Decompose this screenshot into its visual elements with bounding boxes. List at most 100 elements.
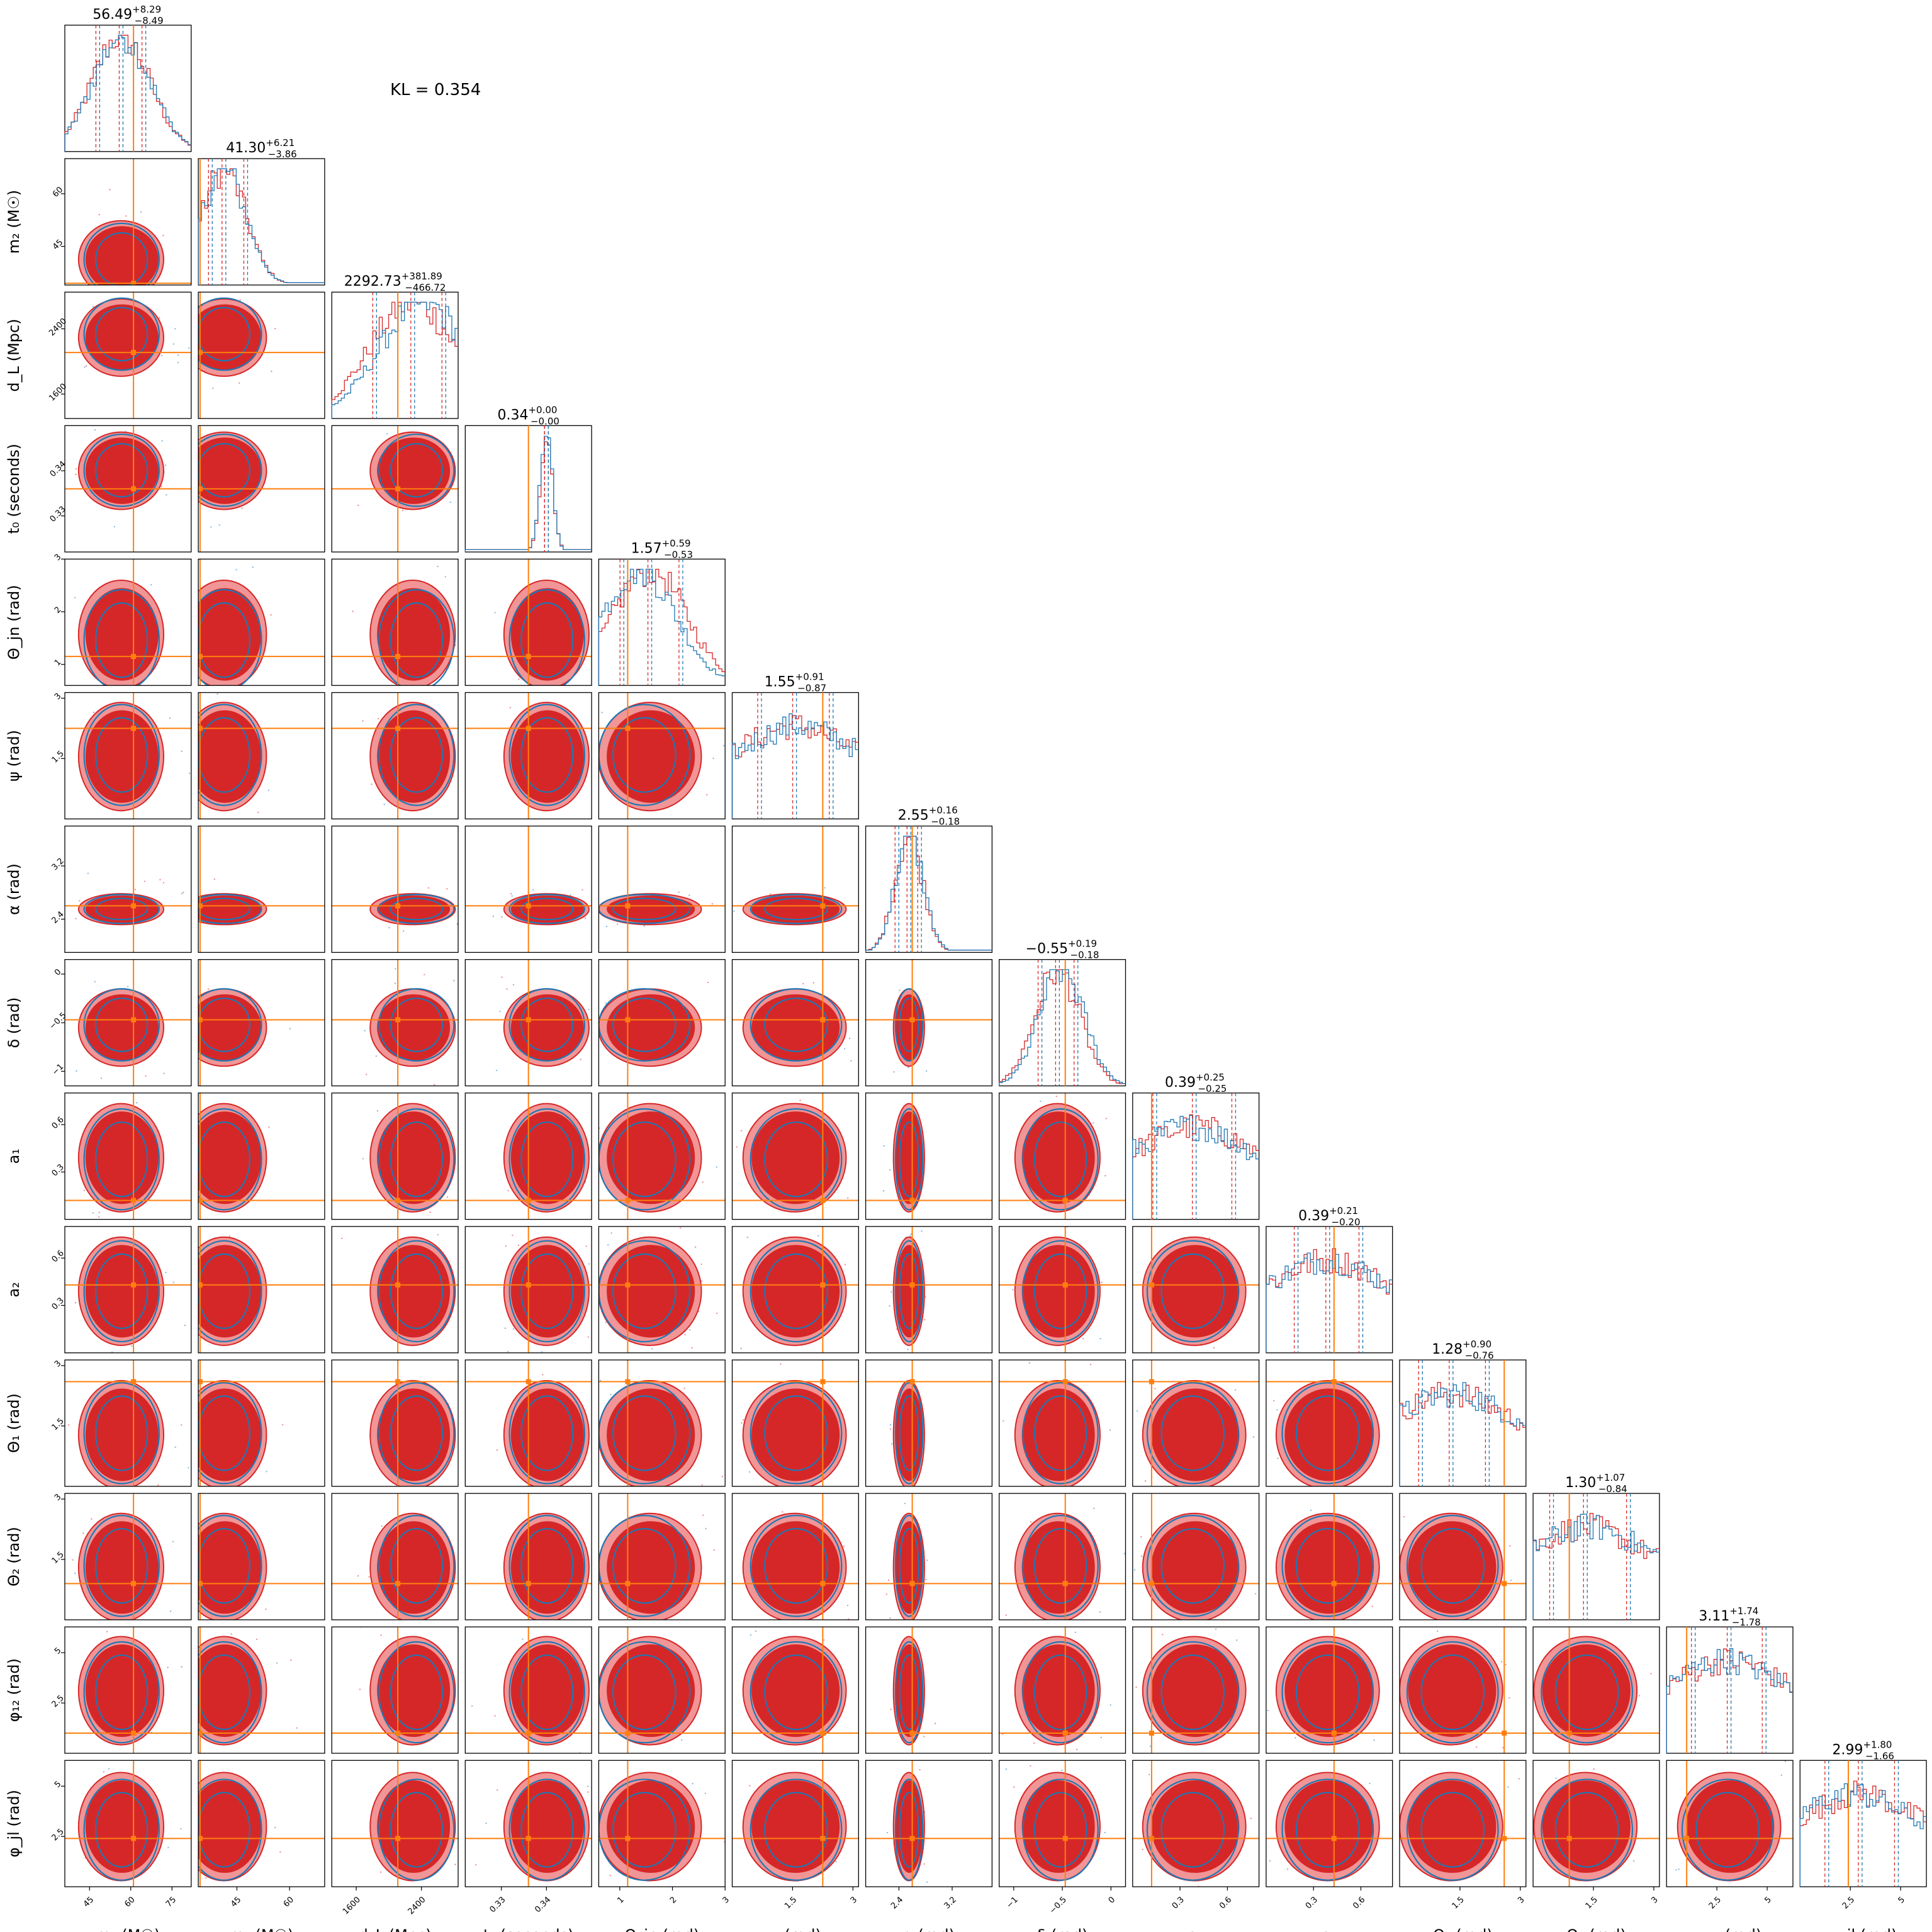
contour-blue-outer [750, 1515, 843, 1617]
panel-theta2-vs-psi [731, 1493, 859, 1620]
panel-phi12-vs-a1 [1132, 1626, 1260, 1754]
injection-marker [198, 1198, 203, 1203]
contour-blue-outer [378, 988, 455, 1062]
panel-frame [464, 1760, 592, 1887]
xlabel-theta2: Θ₂ (rad) [1566, 1926, 1626, 1932]
hist-panel-psi: 1.55+0.91 −0.87 [731, 671, 859, 819]
contour-blue-inner [95, 443, 149, 498]
hist-frame-m1 [64, 25, 192, 152]
panel-alpha-vs-t0 [464, 825, 592, 953]
contour-blue-inner [764, 1792, 828, 1868]
contour-red-inner [751, 1644, 840, 1738]
injection-marker [625, 1017, 631, 1023]
panel-phijl-vs-a2 [1266, 1760, 1393, 1887]
hist-title-theta2: 1.30+1.07 −0.84 [1565, 1472, 1627, 1495]
contour-blue-outer [198, 988, 262, 1062]
panel-alpha-vs-m2 [198, 825, 325, 953]
panel-frame [64, 1626, 192, 1754]
hist-blue-dL [331, 301, 458, 418]
contour-blue-inner [612, 1121, 677, 1198]
panel-frame [198, 425, 325, 553]
injection-marker [131, 1836, 137, 1841]
ytick-delta: −1 [50, 1062, 65, 1077]
injection-marker [909, 1282, 915, 1288]
contour-red-inner [1408, 1521, 1497, 1614]
panel-theta2-vs-delta [999, 1493, 1126, 1620]
panel-frame [331, 1226, 459, 1354]
contour-blue-inner [1295, 1654, 1360, 1731]
injection-marker [198, 1282, 203, 1288]
contour-blue-outer [1406, 1515, 1499, 1617]
contour-blue-inner [764, 997, 828, 1052]
ylabel-m2: m₂ (M☉) [5, 190, 23, 254]
contour-red-inner [1151, 1644, 1240, 1738]
panel-frame [731, 1493, 859, 1620]
panel-t0-vs-m1: 0.330.34 [48, 425, 192, 553]
contour-blue-outer [508, 1382, 585, 1485]
ylabel-delta: δ (rad) [5, 997, 23, 1048]
contour-blue-inner [1160, 1528, 1225, 1604]
xtick-dL: 2400 [407, 1895, 428, 1916]
contour-red-inner [510, 1521, 584, 1614]
panel-theta_jn-vs-m2 [198, 558, 325, 686]
panel-delta-vs-m1: −1 −0.5 0 [48, 959, 192, 1087]
contour-blue-outer [198, 1778, 262, 1881]
xtick-dL: 1600 [341, 1895, 362, 1916]
contour-red-inner [198, 1780, 262, 1873]
panel-dL-vs-m2 [198, 291, 325, 419]
injection-marker [198, 486, 203, 491]
injection-marker [131, 1198, 137, 1203]
contour-blue-outer [1281, 1382, 1374, 1485]
panel-frame [198, 291, 325, 419]
panel-phijl-vs-dL [331, 1760, 459, 1887]
hist-title-m2: 41.30+6.21 −3.86 [226, 137, 296, 160]
hist-panel-m1: 56.49+8.29 −8.49 [64, 4, 192, 152]
panel-theta1-vs-delta [999, 1359, 1126, 1487]
contour-blue-inner [520, 897, 574, 921]
contour-blue-outer [750, 1778, 843, 1881]
contour-blue-outer [378, 1778, 455, 1881]
panel-frame [731, 959, 859, 1087]
panel-delta-vs-m2 [198, 959, 325, 1087]
panel-phijl-vs-theta_jn [598, 1760, 726, 1887]
contour-red-inner [607, 1644, 695, 1738]
contour-blue-inner [899, 1395, 919, 1471]
panel-a2-vs-psi [731, 1226, 859, 1354]
injection-marker [198, 1379, 203, 1384]
hist-panel-theta2: 1.30+1.07 −0.84 [1532, 1472, 1660, 1620]
contour-blue-outer [1146, 1641, 1239, 1744]
xtick-m2: 60 [282, 1895, 296, 1909]
contour-blue-inner [899, 1121, 919, 1198]
contour-blue-outer [1146, 1382, 1239, 1485]
hist-frame-delta [999, 959, 1126, 1087]
panel-frame [198, 1092, 325, 1220]
hist-title-dL: 2292.73+381.89 −466.72 [344, 271, 446, 293]
panel-a1-vs-dL [331, 1092, 459, 1220]
contour-red-inner [85, 1644, 159, 1738]
injection-marker [1149, 1379, 1154, 1384]
contour-red-inner [510, 1245, 584, 1338]
injection-marker [395, 1731, 401, 1736]
contour-red-inner [85, 1521, 159, 1614]
panel-a2-vs-dL [331, 1226, 459, 1354]
panel-a1-vs-t0 [464, 1092, 592, 1220]
contour-red-inner [1284, 1388, 1373, 1481]
injection-marker [1062, 1282, 1068, 1288]
injection-marker [1062, 1731, 1068, 1736]
contour-red-inner [1151, 1388, 1240, 1481]
injection-marker [131, 654, 137, 660]
hist-title-theta1: 1.28+0.90 −0.76 [1432, 1339, 1493, 1361]
hist-blue-t0 [464, 435, 592, 553]
hist-title-phi12: 3.11+1.74 −1.78 [1699, 1605, 1760, 1628]
injection-marker [1149, 1836, 1154, 1841]
hist-panel-delta: −0.55+0.19 −0.18 [999, 938, 1126, 1087]
injection-marker [131, 1017, 137, 1023]
contour-blue-outer [378, 1641, 455, 1744]
contour-red-inner [751, 1111, 840, 1205]
contour-blue-outer [198, 1240, 262, 1343]
injection-marker [131, 1581, 137, 1587]
contour-blue-outer [894, 1382, 924, 1485]
panel-frame [598, 1760, 726, 1887]
hist-title-a2: 0.39+0.21 −0.20 [1298, 1205, 1360, 1228]
